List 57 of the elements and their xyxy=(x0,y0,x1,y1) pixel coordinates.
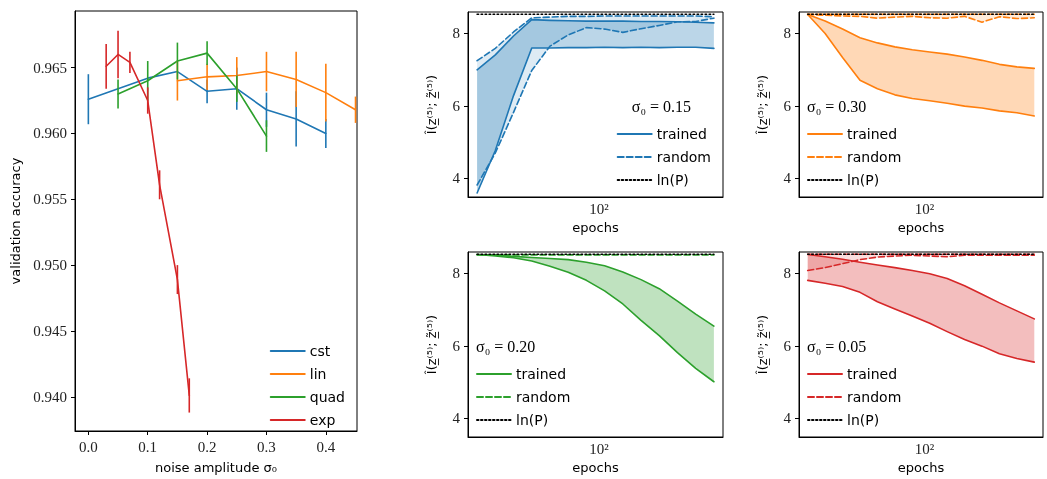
legend-label: quad xyxy=(309,389,346,405)
y-tick-label: 4 xyxy=(452,170,461,187)
y-axis-title: Î(z̲⁽⁵⁾; z̲̃⁽⁵⁾) xyxy=(424,74,439,136)
legend-label: exp xyxy=(309,412,336,428)
legend-title: σ₀ = 0.20 xyxy=(476,337,536,355)
legend-label: trained xyxy=(847,126,898,142)
x-tick-label: 0.2 xyxy=(197,438,217,455)
legend-label: ln(P) xyxy=(847,172,880,188)
y-tick-label: 6 xyxy=(452,337,461,354)
x-axis-title: epochs xyxy=(572,220,619,235)
x-tick-label: 0.3 xyxy=(257,438,276,455)
y-tick-label: 0.960 xyxy=(33,125,67,142)
legend-label: ln(P) xyxy=(656,172,689,188)
legend-title: σ₀ = 0.05 xyxy=(807,337,867,355)
x-tick-label: 0.0 xyxy=(78,438,98,455)
text: 10² xyxy=(914,200,935,217)
y-tick-label: 4 xyxy=(452,410,461,427)
y-tick-label: 0.965 xyxy=(33,59,67,76)
x-axis-title: noise amplitude σ₀ xyxy=(155,460,277,475)
y-tick-label: 0.950 xyxy=(33,257,67,274)
y-tick-label: 4 xyxy=(783,170,792,187)
legend-label: trained xyxy=(516,366,567,382)
x-axis-title: epochs xyxy=(572,460,619,475)
y-tick-label: 0.945 xyxy=(33,322,67,339)
legend-label: lin xyxy=(309,366,327,382)
x-tick-label: 0.1 xyxy=(138,438,158,455)
y-tick-label: 6 xyxy=(452,97,461,114)
legend-label: ln(P) xyxy=(847,412,880,428)
y-tick-label: 4 xyxy=(783,410,792,427)
text: 10² xyxy=(589,440,610,457)
legend-label: trained xyxy=(656,126,707,142)
legend-label: random xyxy=(847,149,902,165)
legend-label: trained xyxy=(847,366,898,382)
y-axis-title: Î(z̲⁽⁵⁾; z̲̃⁽⁵⁾) xyxy=(755,314,770,376)
y-axis-title: Î(z̲⁽⁵⁾; z̲̃⁽⁵⁾) xyxy=(755,74,770,136)
x-tick-label: 0.4 xyxy=(316,438,336,455)
y-tick-label: 8 xyxy=(783,25,791,42)
y-tick-label: 8 xyxy=(452,265,460,282)
legend-label: ln(P) xyxy=(516,412,549,428)
legend-title: σ₀ = 0.15 xyxy=(631,97,692,115)
x-axis-title: epochs xyxy=(897,460,945,475)
text: 10² xyxy=(914,440,935,457)
y-tick-label: 0.940 xyxy=(33,388,67,405)
y-tick-label: 8 xyxy=(783,265,791,282)
y-axis-title: validation accuracy xyxy=(8,157,24,285)
y-tick-label: 6 xyxy=(783,97,792,114)
y-tick-label: 8 xyxy=(452,25,460,42)
y-axis-title: Î(z̲⁽⁵⁾; z̲̃⁽⁵⁾) xyxy=(424,314,439,376)
legend-label: random xyxy=(847,389,902,405)
x-axis-title: epochs xyxy=(897,220,945,235)
y-tick-label: 0.955 xyxy=(33,191,67,208)
legend-title: σ₀ = 0.30 xyxy=(807,97,867,115)
legend-label: random xyxy=(516,389,571,405)
legend-label: cst xyxy=(309,343,331,359)
legend-label: random xyxy=(656,149,712,165)
y-tick-label: 6 xyxy=(783,337,792,354)
text: 10² xyxy=(589,200,610,217)
